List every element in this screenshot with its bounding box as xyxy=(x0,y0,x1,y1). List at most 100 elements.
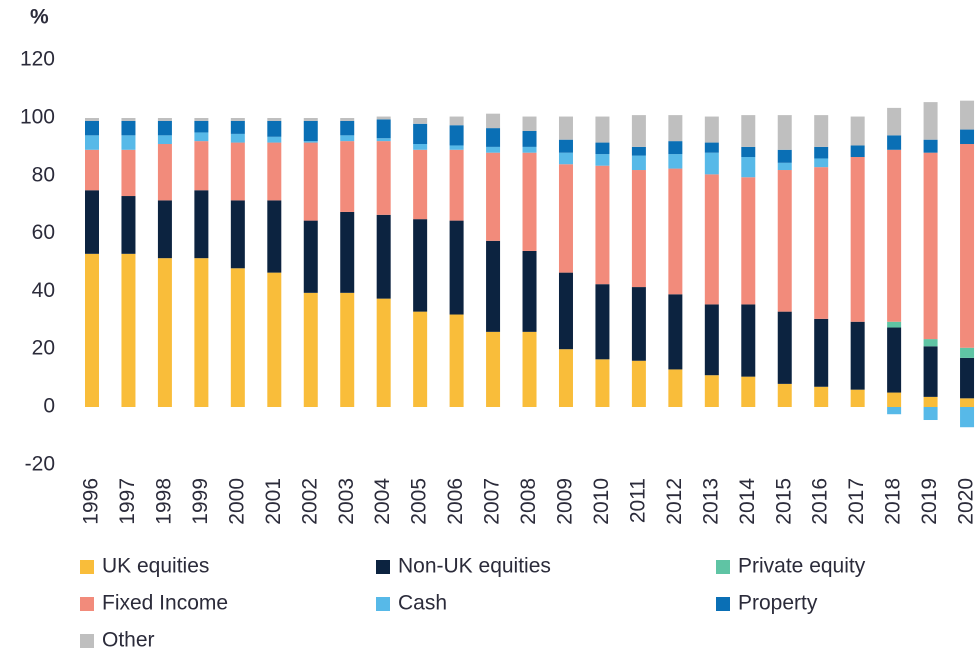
bar-segment xyxy=(157,144,172,201)
bar-segment xyxy=(777,170,792,312)
x-tick-label: 2000 xyxy=(225,478,248,525)
bar-segment xyxy=(303,118,318,121)
bar-segment xyxy=(157,120,172,136)
bar-segment xyxy=(85,149,99,191)
bar-segment xyxy=(449,145,464,150)
bar-segment xyxy=(595,142,610,155)
bar-segment xyxy=(850,145,865,158)
bar-segment xyxy=(558,272,573,350)
bar-segment xyxy=(741,115,756,147)
bar-segment xyxy=(595,359,610,407)
legend-swatch xyxy=(716,560,730,574)
bar-segment xyxy=(558,152,573,165)
bar-segment xyxy=(960,398,975,407)
bar-segment xyxy=(376,119,391,139)
bar-segment xyxy=(157,135,172,145)
bar-segment xyxy=(267,136,282,143)
bar-segment xyxy=(595,284,610,360)
bar-segment xyxy=(887,107,902,136)
bar-segment xyxy=(741,376,756,407)
legend-label: UK equities xyxy=(102,555,209,578)
bar-segment xyxy=(340,135,355,142)
bar-segment xyxy=(376,116,391,120)
x-tick-label: 2001 xyxy=(262,478,285,525)
bar-segment xyxy=(558,164,573,273)
x-tick-label: 2016 xyxy=(809,478,832,525)
bar-segment xyxy=(194,141,209,191)
bar-segment xyxy=(887,149,902,322)
bar-segment xyxy=(558,349,573,407)
bar-segment xyxy=(960,357,975,399)
bar-segment xyxy=(486,152,501,241)
bar-segment xyxy=(85,120,99,136)
bar-segment xyxy=(413,311,428,407)
bar-segment xyxy=(960,129,975,145)
bar-segment xyxy=(449,314,464,407)
bar-segment xyxy=(121,196,136,254)
y-tick-label: 80 xyxy=(32,163,55,186)
bar-segment xyxy=(704,116,719,143)
bar-segment xyxy=(668,294,683,370)
bar-segment xyxy=(923,102,938,140)
bar-segment xyxy=(413,118,428,124)
bar-segment xyxy=(887,407,902,415)
bar-segment xyxy=(157,200,172,259)
legend-swatch xyxy=(716,597,730,611)
bar-segment xyxy=(522,116,537,132)
bar-segment xyxy=(595,116,610,143)
bar-segment xyxy=(376,298,391,407)
bar-segment xyxy=(668,141,683,155)
bar-segment xyxy=(194,258,209,407)
bar-segment xyxy=(376,138,391,142)
bar-segment xyxy=(121,149,136,197)
bar-segment xyxy=(814,167,829,319)
bar-segment xyxy=(850,389,865,407)
x-tick-label: 2014 xyxy=(736,478,759,525)
bar-segment xyxy=(230,133,245,143)
bar-segment xyxy=(741,304,756,377)
bar-segment xyxy=(230,118,245,121)
bar-segment xyxy=(741,157,756,178)
bar-segment xyxy=(777,162,792,171)
bar-segment xyxy=(267,200,282,273)
bar-segment xyxy=(814,386,829,407)
bar-segment xyxy=(486,146,501,153)
bar-segment xyxy=(850,116,865,146)
bar-segment xyxy=(522,146,537,153)
bar-segment xyxy=(814,146,829,159)
bar-segment xyxy=(704,142,719,153)
y-axis-label: % xyxy=(30,6,49,29)
bar-segment xyxy=(631,170,646,288)
bar-segment xyxy=(850,321,865,390)
bar-segment xyxy=(85,135,99,150)
bar-segment xyxy=(85,118,99,121)
bar-segment xyxy=(668,154,683,169)
bar-segment xyxy=(303,120,318,142)
x-tick-label: 1997 xyxy=(116,478,139,525)
bar-segment xyxy=(704,174,719,305)
x-tick-label: 2003 xyxy=(335,478,358,525)
legend-label: Fixed Income xyxy=(102,592,228,615)
bar-segment xyxy=(486,331,501,407)
bar-segment xyxy=(303,292,318,407)
bar-segment xyxy=(340,118,355,121)
bar-segment xyxy=(631,146,646,156)
bar-segment xyxy=(704,152,719,175)
bar-segment xyxy=(449,220,464,315)
bar-segment xyxy=(157,258,172,407)
bar-segment xyxy=(413,123,428,145)
bar-segment xyxy=(777,149,792,163)
bar-segment xyxy=(230,120,245,134)
bar-segment xyxy=(522,131,537,147)
bar-segment xyxy=(923,152,938,340)
bar-segment xyxy=(303,142,318,221)
bar-segment xyxy=(413,219,428,312)
bar-segment xyxy=(522,152,537,251)
x-tick-label: 1999 xyxy=(189,478,212,525)
bar-segment xyxy=(668,369,683,407)
bar-segment xyxy=(960,100,975,130)
bar-segment xyxy=(887,392,902,407)
bar-segment xyxy=(558,116,573,140)
x-tick-label: 2002 xyxy=(298,478,321,525)
y-tick-label: 40 xyxy=(32,279,55,302)
